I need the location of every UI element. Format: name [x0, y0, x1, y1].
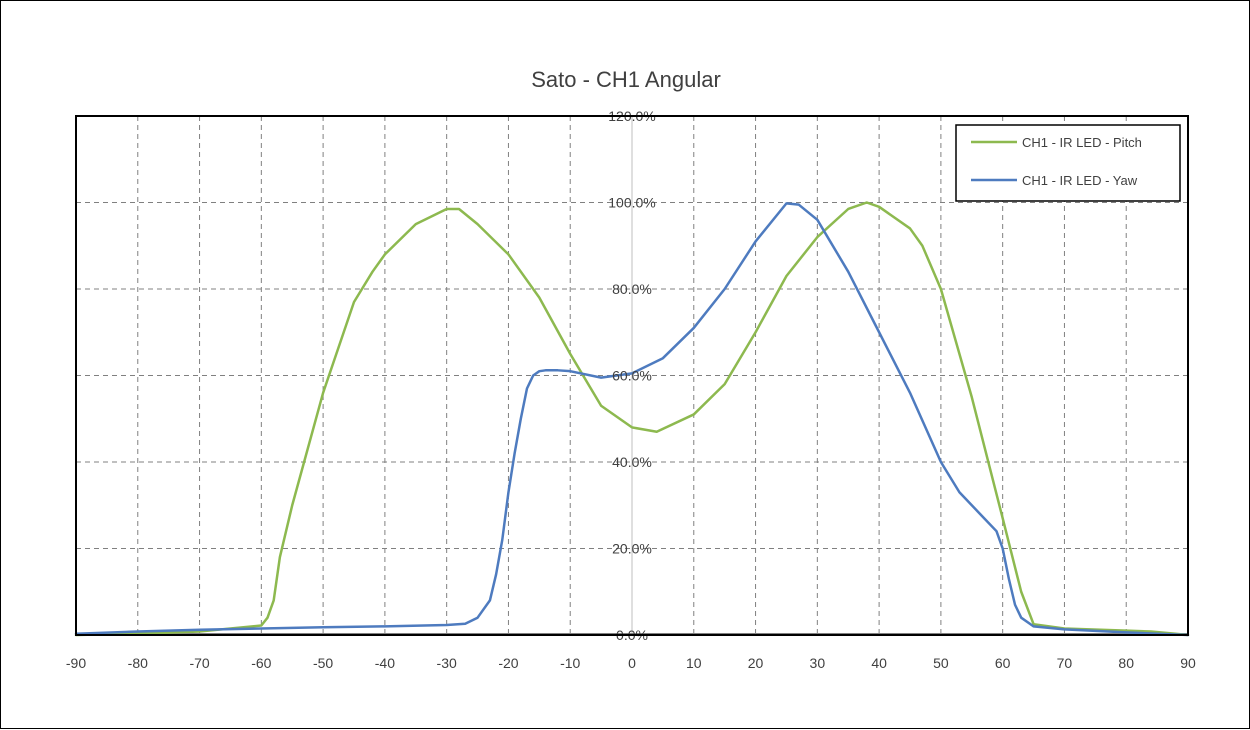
x-tick-label: 70	[1057, 655, 1073, 671]
x-tick-label: 60	[995, 655, 1011, 671]
legend-box	[955, 124, 1181, 202]
x-tick-label: -50	[313, 655, 333, 671]
legend-label-yaw: CH1 - IR LED - Yaw	[1022, 173, 1138, 188]
series-line-pitch	[74, 201, 1190, 637]
x-tick-label: -90	[66, 655, 86, 671]
y-tick-label: 60.0%	[612, 368, 652, 384]
x-tick-label: 90	[1180, 655, 1196, 671]
x-tick-label: 80	[1118, 655, 1134, 671]
legend: CH1 - IR LED - Pitch CH1 - IR LED - Yaw	[955, 124, 1181, 202]
x-tick-label: 20	[748, 655, 764, 671]
x-tick-label: 50	[933, 655, 949, 671]
x-tick-label: 0	[628, 655, 636, 671]
x-tick-label: -60	[251, 655, 271, 671]
x-tick-label: -80	[128, 655, 148, 671]
x-tick-label: -30	[437, 655, 457, 671]
y-tick-label: 20.0%	[612, 541, 652, 557]
x-tick-label: 30	[810, 655, 826, 671]
x-tick-label: -20	[498, 655, 518, 671]
legend-label-pitch: CH1 - IR LED - Pitch	[1022, 135, 1142, 150]
y-tick-label: 40.0%	[612, 454, 652, 470]
y-tick-label: 100.0%	[608, 195, 655, 211]
x-tick-label: 10	[686, 655, 702, 671]
x-tick-label: -10	[560, 655, 580, 671]
series-line-yaw	[74, 202, 1190, 637]
x-tick-label: -40	[375, 655, 395, 671]
x-tick-label: -70	[189, 655, 209, 671]
plot-area-border	[75, 115, 1189, 636]
x-tick-label: 40	[871, 655, 887, 671]
series-layer: 0.0%20.0%40.0%60.0%80.0%100.0%120.0%	[74, 108, 1190, 643]
chart-title: Sato - CH1 Angular	[531, 67, 721, 92]
y-tick-label: 80.0%	[612, 281, 652, 297]
